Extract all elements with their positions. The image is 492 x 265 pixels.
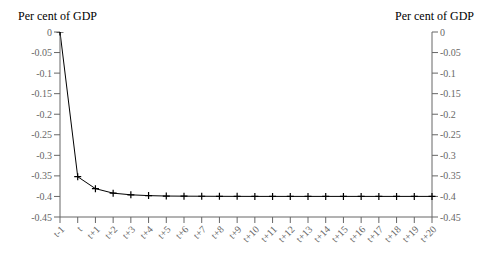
svg-text:-0.35: -0.35 xyxy=(440,170,461,181)
svg-text:t+6: t+6 xyxy=(173,224,190,241)
svg-text:-0.05: -0.05 xyxy=(31,47,52,58)
svg-text:t+16: t+16 xyxy=(347,224,368,245)
svg-text:t+8: t+8 xyxy=(209,224,226,241)
svg-text:-0.2: -0.2 xyxy=(36,109,52,120)
svg-text:t-1: t-1 xyxy=(51,224,67,240)
svg-text:0: 0 xyxy=(440,27,445,38)
svg-text:-0.2: -0.2 xyxy=(440,109,456,120)
svg-text:t+11: t+11 xyxy=(258,224,279,245)
svg-text:-0.4: -0.4 xyxy=(36,191,52,202)
html-text:Per cent of GDP: Per cent of GDP xyxy=(18,9,97,23)
svg-text:-0.45: -0.45 xyxy=(31,212,52,223)
svg-text:-0.3: -0.3 xyxy=(36,150,52,161)
html-text:Per cent of GDP: Per cent of GDP xyxy=(395,9,474,23)
svg-text:t+3: t+3 xyxy=(120,224,137,241)
svg-text:-0.25: -0.25 xyxy=(31,129,52,140)
svg-text:-0.25: -0.25 xyxy=(440,129,461,140)
svg-text:t+20: t+20 xyxy=(418,224,439,245)
svg-text:t+2: t+2 xyxy=(102,224,119,241)
svg-text:-0.15: -0.15 xyxy=(31,88,52,99)
svg-text:-0.4: -0.4 xyxy=(440,191,456,202)
svg-text:-0.15: -0.15 xyxy=(440,88,461,99)
svg-text:-0.45: -0.45 xyxy=(440,212,461,223)
svg-text:-0.1: -0.1 xyxy=(36,68,52,79)
svg-text:t: t xyxy=(74,224,84,234)
svg-text:t+4: t+4 xyxy=(138,224,155,241)
svg-text:t+19: t+19 xyxy=(400,224,421,245)
svg-text:t+9: t+9 xyxy=(226,223,244,241)
svg-text:t+5: t+5 xyxy=(155,224,172,241)
svg-text:-0.05: -0.05 xyxy=(440,47,461,58)
svg-text:-0.3: -0.3 xyxy=(440,150,456,161)
svg-text:t+13: t+13 xyxy=(294,224,315,245)
svg-text:t+10: t+10 xyxy=(240,224,261,245)
svg-text:0: 0 xyxy=(47,27,52,38)
svg-text:t+1: t+1 xyxy=(85,224,102,241)
svg-text:t+17: t+17 xyxy=(364,224,385,245)
svg-text:-0.35: -0.35 xyxy=(31,170,52,181)
svg-text:t+15: t+15 xyxy=(329,224,350,245)
svg-text:t+14: t+14 xyxy=(311,224,332,245)
svg-text:-0.1: -0.1 xyxy=(440,68,456,79)
svg-text:t+18: t+18 xyxy=(382,224,403,245)
svg-text:t+7: t+7 xyxy=(191,224,208,241)
svg-text:t+12: t+12 xyxy=(276,224,297,245)
